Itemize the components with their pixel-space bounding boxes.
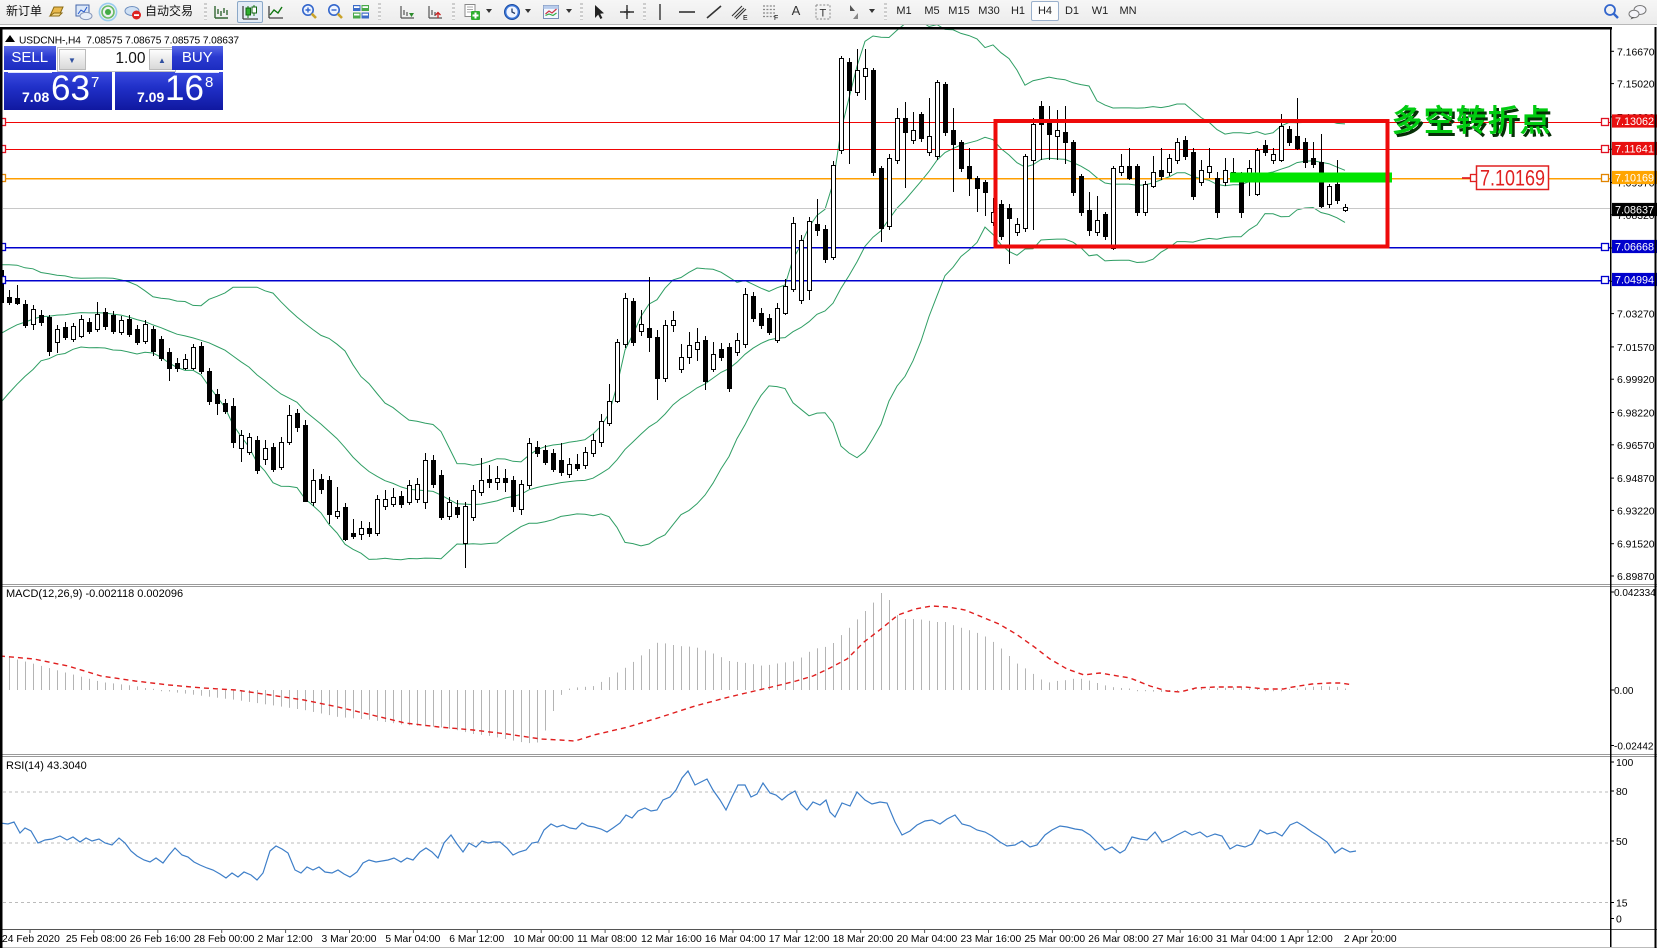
svg-text:7.11641: 7.11641 xyxy=(1615,144,1654,156)
svg-text:24 Feb 2020: 24 Feb 2020 xyxy=(2,934,60,945)
svg-text:0.042334: 0.042334 xyxy=(1614,588,1656,599)
svg-text:USDCNH-,H4 7.08575 7.08675 7.: USDCNH-,H4 7.08575 7.08675 7.08575 7.086… xyxy=(19,36,239,47)
svg-text:0.00: 0.00 xyxy=(1614,686,1634,697)
svg-text:6.96570: 6.96570 xyxy=(1617,441,1655,452)
svg-text:5 Mar 04:00: 5 Mar 04:00 xyxy=(385,934,440,945)
svg-text:16 Mar 04:00: 16 Mar 04:00 xyxy=(705,934,766,945)
svg-text:20 Mar 04:00: 20 Mar 04:00 xyxy=(897,934,958,945)
svg-text:18 Mar 20:00: 18 Mar 20:00 xyxy=(833,934,894,945)
svg-text:25 Feb 08:00: 25 Feb 08:00 xyxy=(66,934,127,945)
svg-text:7.03270: 7.03270 xyxy=(1617,310,1655,321)
svg-text:7.06668: 7.06668 xyxy=(1615,242,1654,254)
svg-text:1 Apr 12:00: 1 Apr 12:00 xyxy=(1280,934,1333,945)
svg-text:7.16670: 7.16670 xyxy=(1617,47,1655,58)
svg-text:100: 100 xyxy=(1616,758,1634,769)
svg-text:23 Mar 16:00: 23 Mar 16:00 xyxy=(961,934,1022,945)
svg-text:15: 15 xyxy=(1616,899,1628,910)
svg-text:7.08637: 7.08637 xyxy=(1615,205,1654,217)
svg-text:31 Mar 04:00: 31 Mar 04:00 xyxy=(1216,934,1277,945)
svg-text:6.99920: 6.99920 xyxy=(1617,375,1655,386)
svg-text:11 Mar 08:00: 11 Mar 08:00 xyxy=(577,934,637,945)
svg-text:10 Mar 00:00: 10 Mar 00:00 xyxy=(513,934,574,945)
svg-text:80: 80 xyxy=(1616,787,1628,798)
svg-text:2 Apr 20:00: 2 Apr 20:00 xyxy=(1344,934,1397,945)
svg-text:多空转折点: 多空转折点 xyxy=(1392,105,1552,138)
svg-text:6.89870: 6.89870 xyxy=(1617,572,1655,583)
svg-text:F: F xyxy=(774,15,778,22)
svg-text:7.13062: 7.13062 xyxy=(1615,116,1654,128)
svg-text:7.10169: 7.10169 xyxy=(1615,173,1654,185)
svg-text:26 Mar 08:00: 26 Mar 08:00 xyxy=(1088,934,1149,945)
svg-text:E: E xyxy=(743,15,748,22)
svg-text:6.93220: 6.93220 xyxy=(1617,506,1655,517)
svg-text:7.15020: 7.15020 xyxy=(1617,80,1655,91)
svg-text:0: 0 xyxy=(1616,915,1622,926)
svg-text:12 Mar 16:00: 12 Mar 16:00 xyxy=(641,934,702,945)
svg-text:7.10169: 7.10169 xyxy=(1480,166,1545,191)
svg-text:6.94870: 6.94870 xyxy=(1617,474,1655,485)
svg-text:25 Mar 00:00: 25 Mar 00:00 xyxy=(1024,934,1085,945)
svg-text:RSI(14) 43.3040: RSI(14) 43.3040 xyxy=(6,760,87,772)
svg-text:50: 50 xyxy=(1616,837,1628,848)
svg-text:2 Mar 12:00: 2 Mar 12:00 xyxy=(258,934,313,945)
svg-text:3 Mar 20:00: 3 Mar 20:00 xyxy=(322,934,377,945)
svg-text:6.98220: 6.98220 xyxy=(1617,409,1655,420)
svg-text:6 Mar 12:00: 6 Mar 12:00 xyxy=(449,934,504,945)
svg-text:多空转折点: 多空转折点 xyxy=(1395,108,1555,141)
svg-text:T: T xyxy=(820,8,827,20)
svg-text:6.91520: 6.91520 xyxy=(1617,540,1655,551)
svg-text:28 Feb 00:00: 28 Feb 00:00 xyxy=(194,934,255,945)
svg-text:MACD(12,26,9) -0.002118 0.0020: MACD(12,26,9) -0.002118 0.002096 xyxy=(6,588,183,600)
svg-text:7.08320: 7.08320 xyxy=(1617,211,1655,222)
svg-text:17 Mar 12:00: 17 Mar 12:00 xyxy=(769,934,830,945)
svg-text:7.01570: 7.01570 xyxy=(1617,343,1655,354)
svg-text:-0.02442: -0.02442 xyxy=(1614,741,1654,752)
svg-text:27 Mar 16:00: 27 Mar 16:00 xyxy=(1152,934,1213,945)
svg-text:7.04994: 7.04994 xyxy=(1615,275,1654,287)
svg-text:26 Feb 16:00: 26 Feb 16:00 xyxy=(130,934,191,945)
